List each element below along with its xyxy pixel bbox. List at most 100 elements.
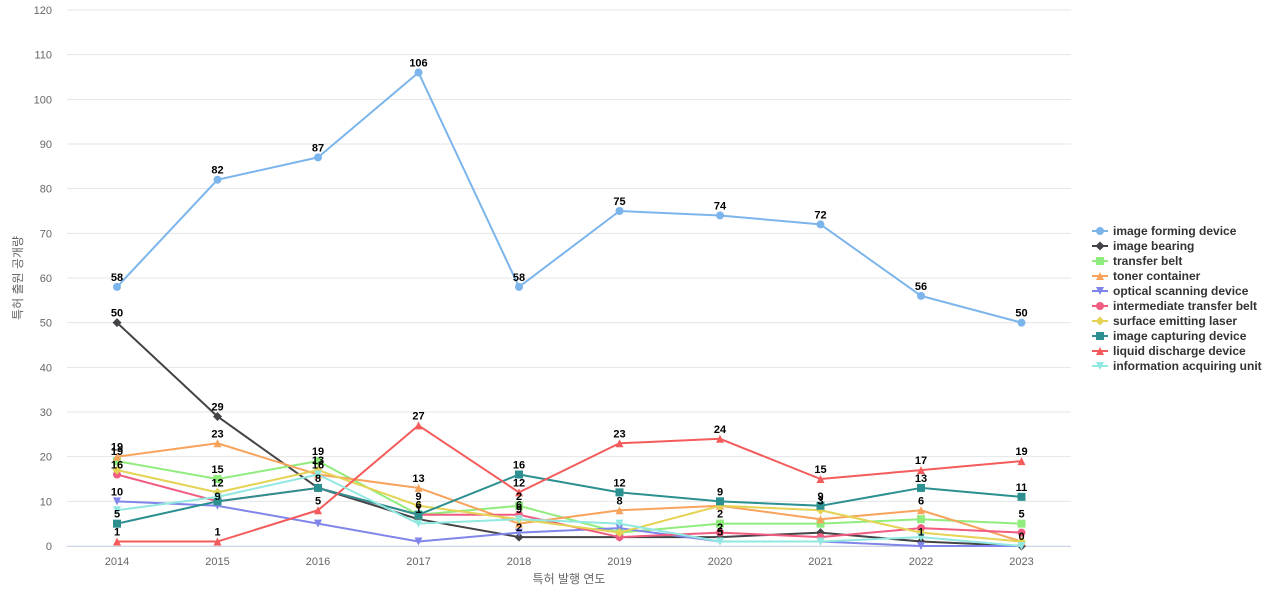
data-point-image-forming-device[interactable] xyxy=(716,211,724,220)
series-line-liquid-discharge-device[interactable] xyxy=(117,424,1022,543)
data-point-image-forming-device[interactable] xyxy=(213,175,222,184)
data-point-image-forming-device[interactable] xyxy=(414,68,423,77)
data-point-optical-scanning-device[interactable] xyxy=(414,537,423,546)
data-point-toner-container[interactable] xyxy=(113,452,121,461)
data-point-image-capturing-device[interactable] xyxy=(1017,492,1026,501)
data-point-toner-container[interactable] xyxy=(615,506,624,515)
data-point-liquid-discharge-device[interactable] xyxy=(515,488,523,497)
legend-item-liquid-discharge-device[interactable]: liquid discharge device xyxy=(1092,344,1246,358)
series-line-image-bearing[interactable] xyxy=(116,321,1022,547)
series-line-image-capturing-device[interactable] xyxy=(116,473,1022,525)
data-point-information-acquiring-unit[interactable] xyxy=(716,537,724,546)
data-point-information-acquiring-unit[interactable] xyxy=(213,492,222,501)
data-point-liquid-discharge-device[interactable] xyxy=(716,434,724,443)
x-tick-label: 2015 xyxy=(205,556,229,568)
data-point-liquid-discharge-device[interactable] xyxy=(113,537,121,546)
data-point-information-acquiring-unit[interactable] xyxy=(113,506,121,515)
data-point-transfer-belt[interactable] xyxy=(515,501,523,510)
y-tick-label: 100 xyxy=(34,94,52,106)
series-line-image-forming-device[interactable] xyxy=(116,71,1022,324)
data-label-image-capturing-device: 6 xyxy=(415,500,421,512)
data-point-transfer-belt[interactable] xyxy=(213,475,222,483)
data-point-image-forming-device[interactable] xyxy=(113,282,121,291)
data-point-image-bearing[interactable] xyxy=(112,318,122,328)
data-point-liquid-discharge-device[interactable] xyxy=(213,537,222,546)
data-point-transfer-belt[interactable] xyxy=(816,519,825,528)
data-point-image-forming-device[interactable] xyxy=(1017,318,1026,327)
data-point-transfer-belt[interactable] xyxy=(917,515,925,524)
data-label-transfer-belt: 2 xyxy=(516,491,522,503)
series-image-capturing-device xyxy=(113,470,1026,528)
data-point-surface-emitting-laser[interactable] xyxy=(615,528,624,538)
data-point-liquid-discharge-device[interactable] xyxy=(615,439,624,448)
data-point-surface-emitting-laser[interactable] xyxy=(414,501,423,511)
legend-item-intermediate-transfer-belt[interactable]: intermediate transfer belt xyxy=(1092,299,1257,313)
data-point-information-acquiring-unit[interactable] xyxy=(1017,542,1026,550)
data-point-information-acquiring-unit[interactable] xyxy=(615,519,624,528)
data-point-image-forming-device[interactable] xyxy=(816,220,825,229)
data-point-liquid-discharge-device[interactable] xyxy=(314,506,322,515)
data-point-transfer-belt[interactable] xyxy=(716,519,724,528)
data-point-image-capturing-device[interactable] xyxy=(615,488,624,497)
data-point-toner-container[interactable] xyxy=(414,483,423,492)
data-point-liquid-discharge-device[interactable] xyxy=(414,421,423,430)
data-point-image-forming-device[interactable] xyxy=(917,291,925,300)
legend-item-transfer-belt[interactable]: transfer belt xyxy=(1092,254,1182,268)
data-point-optical-scanning-device[interactable] xyxy=(515,528,523,537)
data-point-liquid-discharge-device[interactable] xyxy=(816,475,825,483)
data-point-image-capturing-device[interactable] xyxy=(917,483,925,492)
data-point-transfer-belt[interactable] xyxy=(113,457,121,466)
data-point-information-acquiring-unit[interactable] xyxy=(314,470,322,479)
y-tick-label: 50 xyxy=(40,318,52,330)
data-point-image-capturing-device[interactable] xyxy=(414,510,423,519)
data-point-information-acquiring-unit[interactable] xyxy=(816,537,825,546)
data-point-information-acquiring-unit[interactable] xyxy=(917,533,925,542)
data-point-intermediate-transfer-belt[interactable] xyxy=(716,528,724,537)
data-point-image-capturing-device[interactable] xyxy=(716,497,724,506)
data-point-optical-scanning-device[interactable] xyxy=(113,497,121,506)
data-point-image-capturing-device[interactable] xyxy=(314,483,322,492)
x-tick-label: 2016 xyxy=(306,556,330,568)
data-point-information-acquiring-unit[interactable] xyxy=(414,519,423,528)
y-tick-label: 120 xyxy=(34,5,52,17)
series-line-toner-container[interactable] xyxy=(116,442,1022,543)
data-point-toner-container[interactable] xyxy=(213,439,222,448)
legend-item-image-bearing[interactable]: image bearing xyxy=(1092,239,1194,253)
legend-item-surface-emitting-laser[interactable]: surface emitting laser xyxy=(1092,314,1237,328)
data-point-image-forming-device[interactable] xyxy=(615,207,624,215)
data-point-transfer-belt[interactable] xyxy=(314,457,322,466)
data-point-image-bearing[interactable] xyxy=(213,411,222,421)
y-tick-label: 30 xyxy=(40,407,52,419)
legend-item-optical-scanning-device[interactable]: optical scanning device xyxy=(1092,284,1249,298)
data-point-intermediate-transfer-belt[interactable] xyxy=(1017,528,1026,537)
data-point-image-capturing-device[interactable] xyxy=(213,497,222,506)
series-liquid-discharge-device xyxy=(113,421,1026,546)
legend-item-image-forming-device[interactable]: image forming device xyxy=(1092,224,1237,238)
data-point-optical-scanning-device[interactable] xyxy=(917,542,925,550)
data-point-surface-emitting-laser[interactable] xyxy=(112,465,122,475)
data-point-optical-scanning-device[interactable] xyxy=(314,519,322,528)
data-point-image-forming-device[interactable] xyxy=(515,282,523,291)
data-label-image-forming-device: 58 xyxy=(513,272,525,284)
data-point-image-forming-device[interactable] xyxy=(314,153,322,162)
data-point-toner-container[interactable] xyxy=(917,506,925,515)
data-point-transfer-belt[interactable] xyxy=(1017,519,1026,528)
data-point-image-capturing-device[interactable] xyxy=(113,519,121,528)
data-point-liquid-discharge-device[interactable] xyxy=(1017,457,1026,466)
data-point-toner-container[interactable] xyxy=(816,515,825,524)
data-point-information-acquiring-unit[interactable] xyxy=(515,515,523,524)
series-line-information-acquiring-unit[interactable] xyxy=(116,473,1022,547)
series-line-optical-scanning-device[interactable] xyxy=(116,500,1022,547)
legend-item-image-capturing-device[interactable]: image capturing device xyxy=(1092,329,1247,343)
data-point-liquid-discharge-device[interactable] xyxy=(917,466,925,475)
data-point-image-bearing[interactable] xyxy=(514,532,524,542)
data-point-image-capturing-device[interactable] xyxy=(515,470,523,479)
legend-item-toner-container[interactable]: toner container xyxy=(1092,269,1201,283)
series-line-surface-emitting-laser[interactable] xyxy=(116,469,1022,543)
legend-item-information-acquiring-unit[interactable]: information acquiring unit xyxy=(1092,359,1262,373)
data-point-image-capturing-device[interactable] xyxy=(816,501,825,510)
legend-label: transfer belt xyxy=(1113,254,1182,268)
data-label-image-capturing-device: 13 xyxy=(915,473,927,485)
data-label-image-forming-device: 58 xyxy=(111,272,123,284)
